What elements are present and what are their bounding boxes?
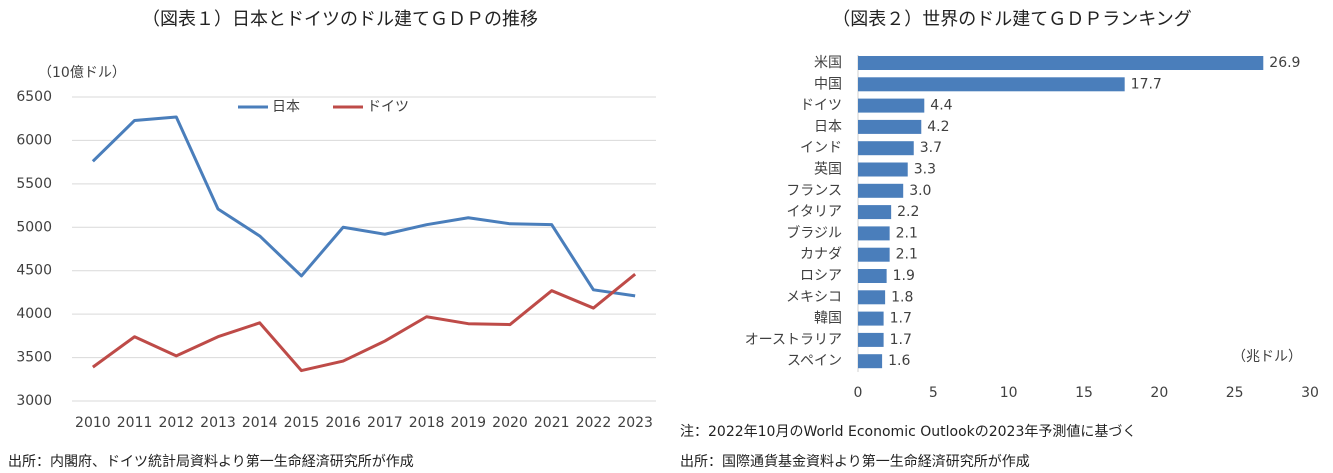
y-tick-label: メキシコ (786, 289, 842, 305)
value-label: 1.6 (888, 353, 910, 369)
x-tick-label: 0 (854, 385, 863, 401)
bar (858, 162, 908, 177)
y-axis-label: （10億ドル） (38, 65, 126, 81)
y-tick-label: 日本 (814, 119, 842, 135)
y-tick-label: 3500 (16, 350, 52, 366)
x-tick-label: 2013 (200, 415, 236, 431)
bar (858, 98, 925, 113)
x-tick-label: 5 (929, 385, 938, 401)
y-tick-label: 韓国 (814, 311, 842, 327)
value-label: 1.8 (891, 289, 913, 305)
y-tick-label: ドイツ (800, 98, 842, 114)
value-label: 4.4 (930, 98, 952, 114)
y-tick-label: カナダ (800, 247, 842, 263)
bar (858, 56, 1264, 70)
source: 出所：国際通貨基金資料より第一生命経済研究所が作成 (680, 453, 1030, 470)
x-tick-label: 2021 (534, 415, 570, 431)
x-tick-label: 2018 (409, 415, 445, 431)
bar (858, 290, 886, 305)
y-tick-label: 中国 (814, 76, 842, 92)
x-tick-label: 2022 (576, 415, 612, 431)
bar (858, 205, 892, 220)
x-tick-label: 2019 (450, 415, 486, 431)
y-tick-label: スペイン (787, 353, 842, 369)
value-label: 2.1 (896, 225, 918, 241)
legend-label: ドイツ (367, 99, 409, 115)
x-tick-label: 2016 (325, 415, 361, 431)
y-tick-label: オーストラリア (745, 332, 842, 348)
bar (858, 269, 887, 283)
y-tick-label: ロシア (800, 268, 842, 284)
legend-label: 日本 (272, 99, 300, 115)
y-tick-label: ブラジル (786, 224, 842, 241)
value-label: 3.0 (909, 183, 931, 199)
value-label: 2.1 (896, 247, 918, 263)
x-tick-label: 25 (1226, 385, 1244, 401)
source: 出所：内閣府、ドイツ統計局資料より第一生命経済研究所が作成 (8, 453, 414, 470)
x-tick-label: 20 (1150, 385, 1168, 401)
x-tick-label: 2011 (117, 415, 153, 431)
y-tick-label: インド (800, 140, 842, 156)
value-label: 3.7 (920, 140, 942, 156)
bar (858, 226, 890, 241)
bar (858, 183, 904, 198)
y-tick-label: 5500 (16, 176, 52, 192)
y-tick-label: 5000 (16, 219, 52, 235)
bar (858, 141, 914, 156)
y-tick-label: 米国 (814, 55, 842, 71)
x-tick-label: 10 (1000, 385, 1018, 401)
note: 注：2022年10月のWorld Economic Outlookの2023年予… (680, 423, 1136, 440)
x-tick-label: 2017 (367, 415, 403, 431)
bar (858, 247, 890, 262)
value-label: 1.9 (893, 268, 915, 284)
y-tick-label: 4500 (16, 263, 52, 279)
y-tick-label: イタリア (787, 204, 842, 220)
value-label: 2.2 (897, 204, 919, 220)
value-label: 17.7 (1131, 76, 1162, 92)
y-tick-label: 6000 (16, 132, 52, 148)
x-tick-label: 15 (1075, 385, 1093, 401)
x-tick-label: 2012 (158, 415, 194, 431)
x-tick-label: 2023 (617, 415, 653, 431)
y-tick-label: 英国 (814, 161, 842, 178)
bar (858, 119, 922, 134)
x-tick-label: 30 (1301, 385, 1319, 401)
x-tick-label: 2015 (284, 415, 320, 431)
bar (858, 332, 884, 347)
value-label: 1.7 (890, 311, 912, 327)
x-axis-label: （兆ドル） (1232, 349, 1302, 365)
bar (858, 354, 883, 369)
x-tick-label: 2010 (75, 415, 111, 431)
bar (858, 311, 884, 326)
x-tick-label: 2014 (242, 415, 278, 431)
x-tick-label: 2020 (492, 415, 528, 431)
y-tick-label: 3000 (16, 393, 52, 409)
value-label: 1.7 (890, 332, 912, 348)
value-label: 3.3 (914, 162, 936, 178)
value-label: 4.2 (927, 119, 949, 135)
y-tick-label: 4000 (16, 306, 52, 322)
y-tick-label: フランス (786, 183, 842, 199)
y-tick-label: 6500 (16, 89, 52, 105)
bar (858, 77, 1125, 92)
series-line (91, 273, 637, 373)
value-label: 26.9 (1269, 55, 1300, 71)
chart-title: （図表２）世界のドル建てＧＤＰランキング (832, 9, 1191, 30)
series-line (91, 115, 636, 298)
chart-title: （図表１）日本とドイツのドル建てＧＤＰの推移 (142, 9, 538, 30)
